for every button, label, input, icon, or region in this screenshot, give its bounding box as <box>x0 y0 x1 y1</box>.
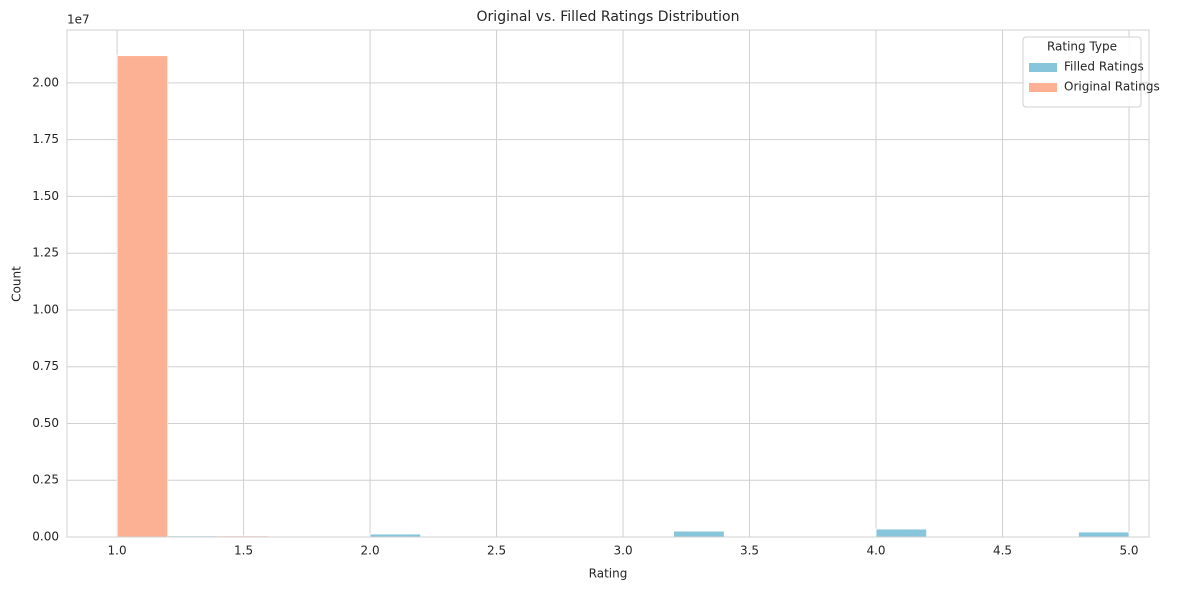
chart-title: Original vs. Filled Ratings Distribution <box>477 9 740 25</box>
histogram-bar <box>1078 531 1130 538</box>
x-tick-label: 3.5 <box>740 544 759 558</box>
y-tick-label: 1.75 <box>32 132 59 146</box>
x-tick-label: 2.0 <box>361 544 380 558</box>
y-tick-label: 0.00 <box>32 530 59 544</box>
x-tick-label: 1.5 <box>234 544 253 558</box>
legend-label: Filled Ratings <box>1064 60 1144 74</box>
y-tick-label: 2.00 <box>32 75 59 89</box>
histogram-bar <box>673 530 725 538</box>
legend-swatch <box>1029 63 1057 72</box>
y-tick-label: 1.50 <box>32 189 59 203</box>
x-tick-label: 2.5 <box>487 544 506 558</box>
histogram-bar <box>875 528 928 538</box>
plot-frame <box>66 29 1150 538</box>
y-tick-label: 1.00 <box>32 302 59 316</box>
x-tick-label: 3.0 <box>614 544 633 558</box>
y-tick-label: 0.75 <box>32 359 59 373</box>
histogram-bar <box>116 55 169 538</box>
x-tick-label: 5.0 <box>1119 544 1138 558</box>
legend-title: Rating Type <box>1047 40 1117 54</box>
x-tick-label: 4.5 <box>993 544 1012 558</box>
y-tick-label: 0.25 <box>32 473 59 487</box>
x-axis-label: Rating <box>589 567 628 581</box>
y-tick-label: 1.25 <box>32 246 59 260</box>
y-axis-label: Count <box>10 266 24 302</box>
legend-label: Original Ratings <box>1064 80 1160 94</box>
x-tick-label: 4.0 <box>866 544 885 558</box>
x-tick-label: 1.0 <box>108 544 127 558</box>
y-offset-label: 1e7 <box>67 13 90 27</box>
y-tick-label: 0.50 <box>32 416 59 430</box>
legend-swatch <box>1029 83 1057 92</box>
legend: Rating Type Filled Ratings Original Rating… <box>1022 36 1160 108</box>
